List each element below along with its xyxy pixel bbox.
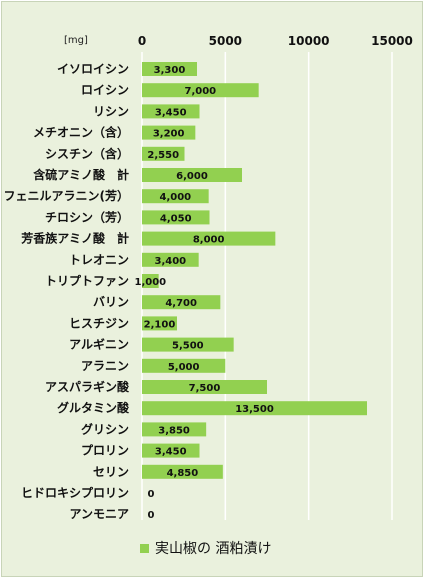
data-label: 8,000 — [193, 235, 225, 246]
legend: 実山椒の 酒粕漬け — [140, 538, 271, 558]
x-tick-label: 5000 — [209, 34, 242, 48]
data-label: 0 — [148, 489, 155, 500]
bar — [142, 62, 197, 76]
category-label: グリシン — [81, 421, 129, 436]
category-label: メチオニン（含） — [33, 125, 129, 140]
data-label: 6,000 — [176, 171, 208, 182]
category-label: ロイシン — [81, 83, 129, 97]
bar — [142, 168, 242, 182]
bar — [142, 422, 207, 437]
x-tick-label: 0 — [138, 34, 146, 48]
category-label: アンモニア — [69, 507, 129, 521]
legend-swatch — [140, 543, 149, 553]
category-label: ヒスチジン — [69, 316, 129, 330]
data-label: 4,850 — [167, 468, 199, 479]
category-label: 芳香族アミノ酸 計 — [21, 231, 129, 246]
bar — [142, 401, 367, 416]
data-label: 3,200 — [153, 129, 185, 140]
category-label: ヒドロキシプロリン — [21, 485, 129, 500]
bar — [142, 146, 185, 161]
category-label: トレオニン — [69, 253, 129, 267]
category-label: アラニン — [81, 359, 129, 373]
category-label: セリン — [93, 465, 129, 479]
bar — [142, 210, 210, 225]
bar — [142, 295, 221, 310]
bar — [142, 274, 159, 288]
legend-label: 実山椒の 酒粕漬け — [155, 541, 272, 557]
unit-label: [mg] — [64, 35, 88, 46]
data-label: 1,000 — [135, 277, 167, 288]
category-label: バリン — [93, 295, 129, 309]
category-label: グルタミン酸 — [57, 400, 130, 415]
bar — [142, 443, 200, 458]
data-label: 4,050 — [160, 213, 192, 224]
bar — [142, 104, 200, 119]
data-label: 3,300 — [154, 65, 186, 76]
data-label: 7,000 — [185, 86, 217, 97]
data-label: 4,700 — [165, 298, 197, 309]
bar — [142, 83, 259, 98]
x-tick-label: 10000 — [288, 34, 330, 48]
bar — [142, 380, 267, 394]
data-label: 3,400 — [155, 256, 187, 267]
data-label: 2,100 — [144, 319, 176, 330]
data-label: 3,450 — [155, 107, 187, 118]
category-label: トリプトファン — [45, 273, 129, 288]
category-label: 含硫アミノ酸 計 — [33, 167, 129, 182]
category-label: イソロイシン — [57, 62, 129, 76]
bar — [142, 252, 199, 267]
category-label: プロリン — [81, 443, 129, 458]
data-label: 7,500 — [189, 383, 221, 394]
bar — [142, 358, 226, 373]
category-label: シスチン（含） — [45, 146, 129, 161]
data-label: 13,500 — [235, 404, 274, 415]
data-label: 4,000 — [160, 192, 192, 203]
category-label: アルギニン — [69, 337, 129, 352]
category-label: リシン — [93, 104, 129, 118]
bar — [142, 231, 276, 246]
category-label: フェニルアラニン(芳） — [4, 188, 130, 203]
data-label: 5,500 — [172, 341, 204, 352]
data-label: 2,550 — [147, 150, 179, 161]
data-label: 5,000 — [168, 362, 200, 373]
data-label: 3,850 — [158, 425, 190, 436]
bar — [142, 337, 234, 352]
bar — [142, 189, 209, 204]
data-label: 3,450 — [155, 447, 187, 458]
data-label: 0 — [148, 510, 155, 521]
x-tick-label: 15000 — [371, 34, 413, 48]
category-label: アスパラギン酸 — [45, 379, 130, 394]
bar — [142, 316, 177, 331]
category-label: チロシン（芳） — [45, 209, 129, 224]
bar — [142, 125, 196, 140]
bar — [142, 464, 223, 479]
